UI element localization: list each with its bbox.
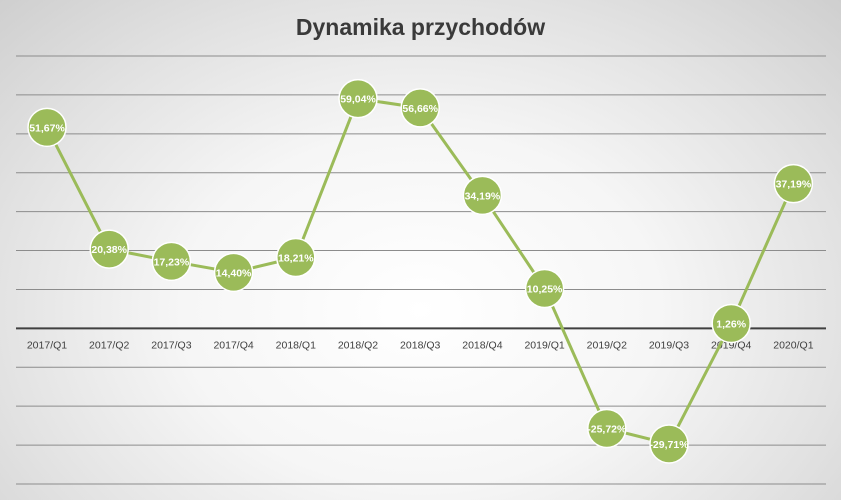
data-label: 1,26%	[716, 318, 746, 330]
data-point	[338, 78, 378, 119]
data-point	[89, 229, 129, 269]
data-point	[213, 252, 254, 293]
data-label: -25,72%	[587, 423, 627, 435]
data-label: 18,21%	[278, 253, 314, 265]
data-label: -29,71%	[649, 439, 689, 451]
data-label: 17,23%	[154, 256, 190, 268]
x-tick-label: 2017/Q3	[151, 339, 191, 351]
data-point	[276, 237, 316, 278]
data-point	[400, 88, 440, 128]
data-label: 51,67%	[29, 122, 65, 134]
data-label: 56,66%	[402, 103, 438, 115]
x-tick-label: 2020/Q1	[773, 339, 813, 351]
data-point	[27, 107, 67, 148]
data-point	[524, 268, 565, 309]
x-tick-label: 2019/Q2	[587, 339, 627, 351]
data-point	[462, 175, 503, 216]
x-tick-label: 2019/Q1	[524, 339, 564, 351]
x-tick-label: 2018/Q1	[276, 339, 316, 351]
data-point	[773, 163, 814, 204]
data-label: 20,38%	[91, 244, 127, 256]
x-tick-label: 2018/Q4	[462, 339, 502, 351]
x-tick-label: 2019/Q3	[649, 339, 689, 351]
data-label: 14,40%	[216, 267, 252, 279]
x-tick-label: 2017/Q1	[27, 339, 67, 351]
data-point	[649, 424, 689, 464]
chart-title: Dynamika przychodów	[295, 14, 546, 40]
data-point	[151, 241, 192, 282]
x-tick-label: 2017/Q4	[213, 339, 253, 351]
x-tick-label: 2018/Q3	[400, 339, 440, 351]
data-label: 59,04%	[340, 94, 376, 106]
data-point	[587, 408, 627, 449]
x-tick-label: 2018/Q2	[338, 339, 378, 351]
data-point	[711, 303, 751, 344]
data-label: 10,25%	[527, 283, 563, 295]
data-label: 37,19%	[776, 179, 812, 191]
x-tick-label: 2017/Q2	[89, 339, 129, 351]
data-label: 34,19%	[465, 190, 501, 202]
